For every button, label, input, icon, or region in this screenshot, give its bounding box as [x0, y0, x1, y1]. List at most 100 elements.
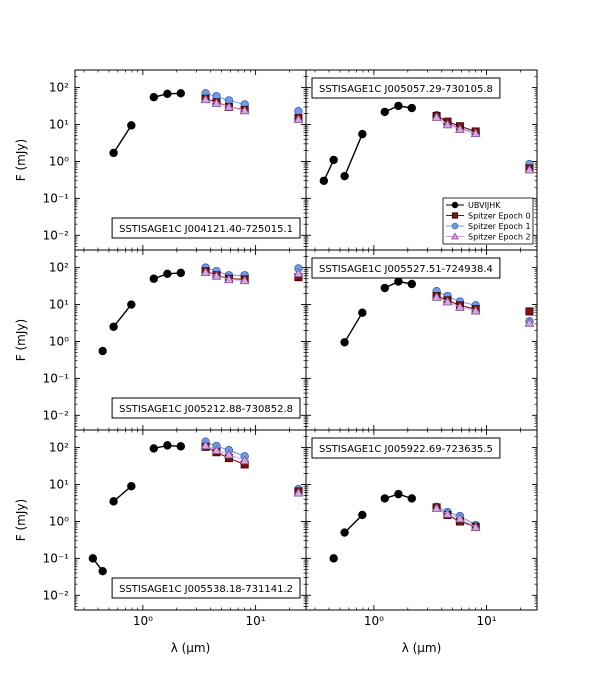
data-point	[380, 494, 389, 503]
source-name-box	[311, 257, 501, 279]
data-point	[407, 279, 416, 289]
data-point	[358, 129, 367, 139]
data-point	[98, 346, 107, 356]
data-point	[88, 554, 98, 563]
series-line	[205, 92, 245, 106]
series-spitzer-epoch-2	[431, 111, 535, 174]
series-ubvijhk	[329, 489, 416, 563]
data-point	[340, 338, 349, 347]
series-ubvijhk	[88, 441, 185, 576]
sed-panel: 10⁻² 10⁻¹ 10⁰ 10¹ 10² SSTISAGE1C J005212.88-7…	[43, 249, 307, 431]
source-name-box	[111, 217, 301, 239]
data-point	[211, 98, 222, 107]
data-point	[470, 305, 481, 315]
data-point	[149, 444, 158, 453]
y-tick-label: 10²	[49, 441, 69, 455]
series-line	[205, 270, 245, 280]
y-tick-label: 10⁰	[49, 514, 69, 528]
data-point	[470, 522, 481, 531]
series-line	[205, 441, 245, 457]
data-point	[176, 442, 185, 451]
series-line	[205, 444, 245, 461]
data-point	[329, 155, 338, 165]
data-point	[127, 300, 136, 309]
source-name-box	[311, 437, 501, 459]
data-point	[293, 114, 304, 123]
series-ubvijhk	[319, 101, 416, 185]
y-tick-label: 10¹	[49, 298, 69, 312]
data-point	[127, 121, 136, 130]
data-point	[293, 487, 304, 497]
source-name-label: SSTISAGE1C J005922.69-723635.5	[319, 444, 493, 455]
x-axis-label: λ (μm)	[171, 641, 211, 655]
series-spitzer-epoch-2	[431, 503, 481, 531]
series-line	[343, 312, 363, 343]
series-spitzer-epoch-2	[200, 94, 304, 123]
legend-label: Spitzer Epoch 1	[468, 222, 531, 231]
data-point	[200, 267, 211, 276]
source-name-box	[111, 397, 301, 419]
y-tick-label: 10⁻²	[43, 228, 70, 242]
y-tick-label: 10²	[49, 81, 69, 95]
series-line	[205, 98, 245, 112]
data-point	[380, 107, 389, 117]
x-tick-label: 10¹	[246, 614, 266, 628]
y-tick-label: 10⁻¹	[43, 191, 70, 205]
data-point	[211, 270, 222, 280]
data-point	[163, 269, 172, 279]
data-point	[200, 440, 211, 450]
data-point	[394, 489, 403, 499]
data-point	[163, 441, 172, 450]
data-point	[340, 528, 349, 537]
sed-panel: 10⁻² 10⁻¹ 10⁰ 10¹ 10² SSTISAGE1C J004121.40-7…	[43, 69, 307, 251]
series-spitzer-epoch-2	[200, 267, 304, 285]
y-tick-label: 10²	[49, 261, 69, 275]
data-point	[200, 94, 211, 104]
source-name-box	[311, 77, 501, 99]
source-name-label: SSTISAGE1C J004121.40-725015.1	[119, 224, 293, 235]
series-spitzer-epoch-2	[431, 291, 535, 327]
data-point	[394, 101, 403, 111]
series-spitzer-epoch-2	[200, 440, 304, 497]
data-point	[149, 93, 158, 102]
sed-panel: SSTISAGE1C J005527.51-724938.4	[305, 249, 538, 431]
series-line	[113, 304, 132, 328]
data-point	[176, 268, 185, 278]
data-point	[109, 322, 118, 331]
data-point	[394, 277, 403, 286]
data-point	[442, 296, 453, 306]
x-tick-label: 10⁰	[364, 614, 384, 628]
data-point	[431, 111, 442, 121]
data-point	[319, 176, 329, 185]
y-axis-label: F (mJy)	[14, 499, 28, 541]
data-point	[224, 101, 234, 111]
data-point	[239, 275, 250, 285]
legend-label: Spitzer Epoch 0	[468, 212, 531, 221]
series-line	[343, 133, 363, 177]
series-line	[205, 271, 245, 281]
sed-panel: SSTISAGE1C J005057.29-730105.8 UBVIJHK Spi…	[305, 69, 538, 251]
series-ubvijhk	[109, 89, 185, 158]
source-name-box	[111, 577, 301, 599]
data-point	[239, 105, 250, 115]
series-line	[205, 267, 245, 276]
y-tick-label: 10⁻²	[43, 588, 70, 602]
y-tick-label: 10⁻¹	[43, 371, 70, 385]
x-tick-label: 10¹	[477, 614, 497, 628]
series-line	[436, 116, 476, 134]
legend-marker	[451, 201, 459, 209]
data-point	[294, 106, 303, 116]
source-name-label: SSTISAGE1C J005212.88-730852.8	[119, 404, 293, 415]
data-point	[340, 171, 349, 181]
y-tick-label: 10¹	[49, 118, 69, 132]
data-point	[358, 308, 367, 317]
data-point	[470, 128, 481, 138]
data-point	[455, 513, 465, 523]
series-line	[113, 125, 132, 154]
data-point	[98, 566, 107, 576]
source-name-label: SSTISAGE1C J005538.18-731141.2	[119, 584, 293, 595]
legend-label: UBVIJHK	[468, 201, 501, 210]
data-point	[224, 449, 234, 459]
y-tick-label: 10⁰	[49, 154, 69, 168]
